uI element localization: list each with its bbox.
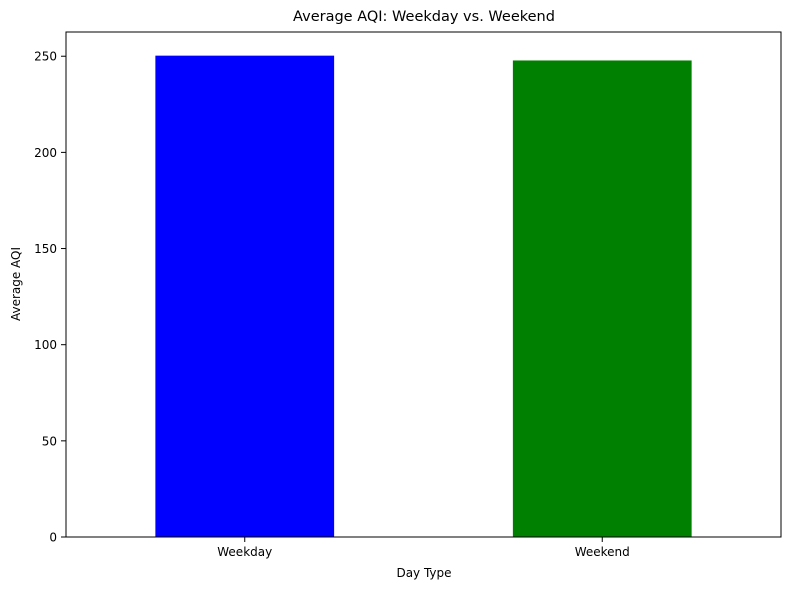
y-axis-label: Average AQI (9, 247, 23, 321)
y-tick-label: 200 (34, 146, 57, 160)
chart-title: Average AQI: Weekday vs. Weekend (293, 9, 555, 25)
y-axis: 0 50 100 150 200 250 (34, 50, 66, 545)
y-tick-label: 100 (34, 338, 57, 352)
y-tick-label: 0 (49, 531, 57, 545)
x-axis-label: Day Type (396, 566, 451, 580)
bar-weekend (512, 60, 692, 537)
x-axis: Weekday Weekend (217, 537, 630, 559)
y-tick-label: 150 (34, 242, 57, 256)
x-tick-label: Weekend (575, 545, 630, 559)
y-tick-label: 50 (42, 434, 57, 448)
bars-layer (155, 55, 692, 538)
x-tick-label: Weekday (217, 545, 272, 559)
y-tick-label: 250 (34, 50, 57, 64)
plot-frame (65, 31, 782, 538)
bar-weekday (155, 55, 335, 538)
